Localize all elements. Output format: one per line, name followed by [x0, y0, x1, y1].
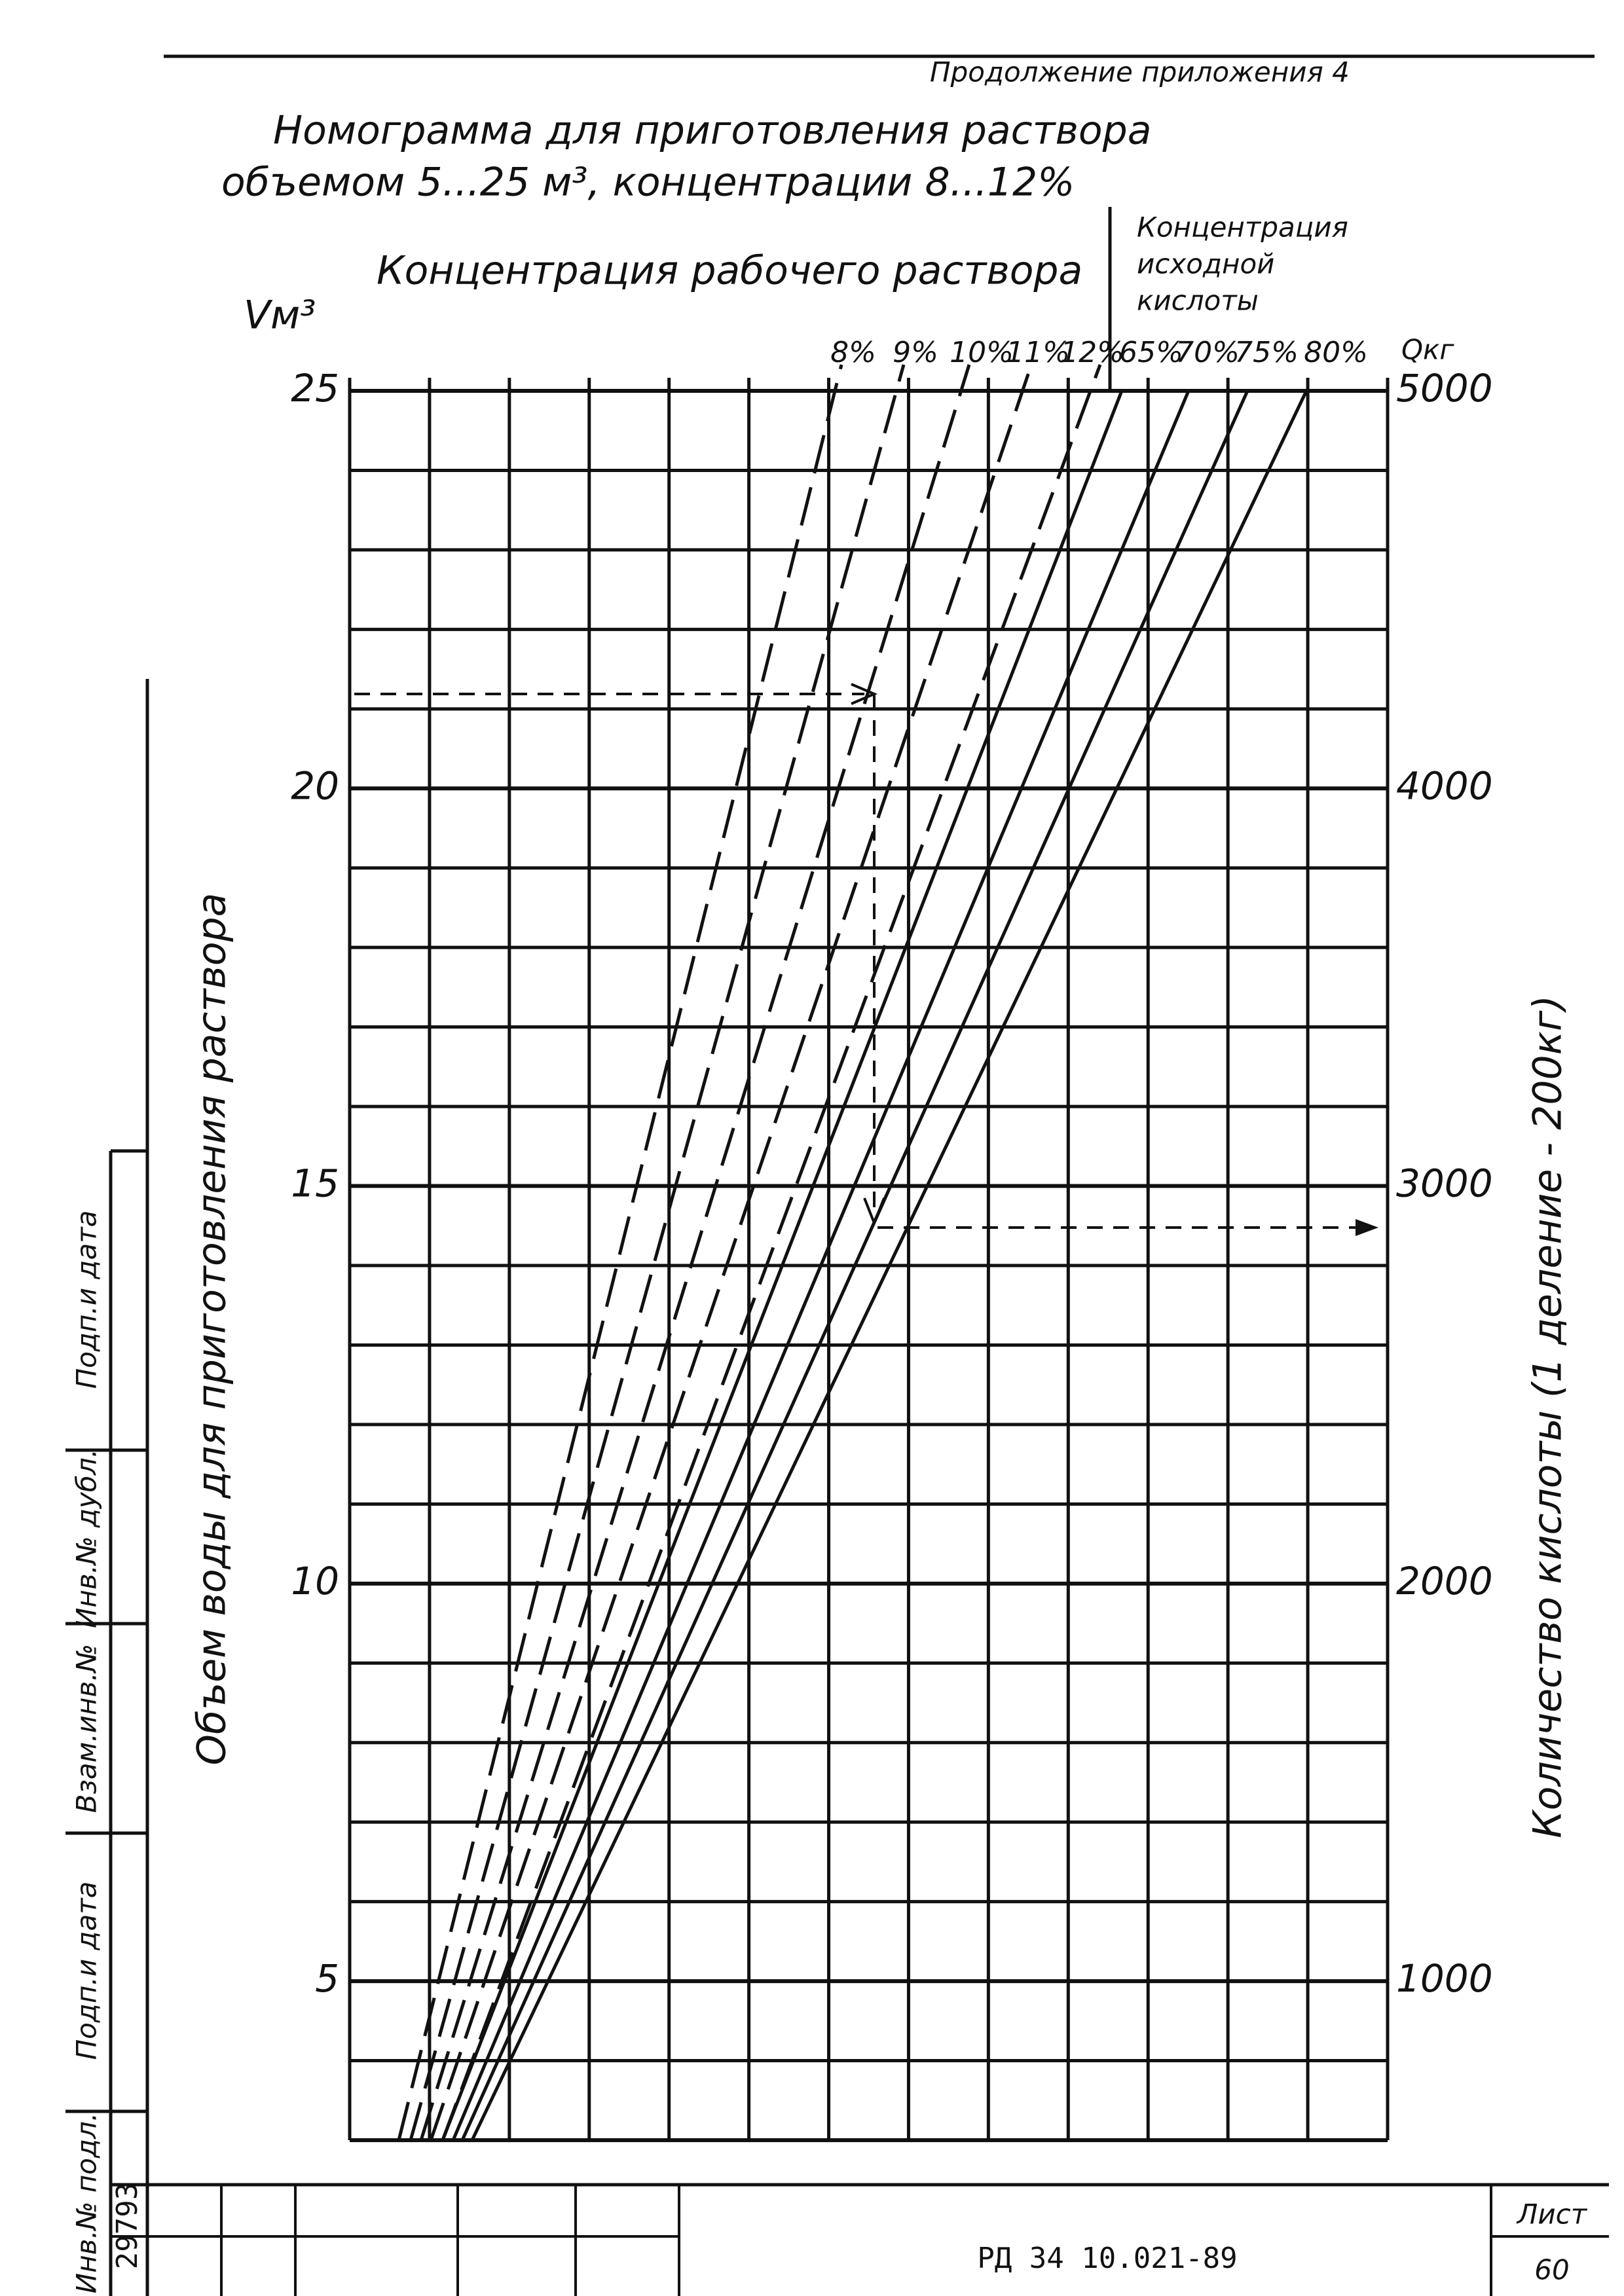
left-tick-label: 10	[291, 1559, 339, 1603]
right-axis-label: Количество кислоты (1 деление - 200кг)	[1525, 995, 1571, 1838]
working-concentration-value: 10%	[950, 336, 1014, 369]
source-concentration-line	[470, 390, 1308, 2141]
right-tick-label: 3000	[1396, 1161, 1493, 1206]
right-tick-label: 2000	[1396, 1559, 1493, 1603]
stamp-cell: Взам.инв.№	[71, 1644, 103, 1813]
working-concentration-line	[441, 364, 1102, 2141]
source-concentration-line	[441, 390, 1124, 2141]
source-concentration-line	[451, 390, 1190, 2141]
example-arrow	[851, 683, 878, 705]
source-concentration-value: 80%	[1304, 336, 1368, 369]
stamp-frame	[65, 679, 149, 2296]
working-concentration-line	[409, 364, 906, 2141]
right-tick-label: 5000	[1396, 366, 1493, 410]
working-concentration-line	[397, 364, 843, 2141]
working-concentration-value: 12%	[1060, 336, 1124, 369]
working-concentration-value: 8%	[830, 336, 876, 369]
working-concentration-value: 11%	[1006, 336, 1070, 369]
left-axis-symbol: Vм³	[244, 293, 316, 338]
source-concentration-label: исходной	[1137, 248, 1274, 280]
left-tick-label: 15	[291, 1161, 339, 1206]
source-concentration-label: кислоты	[1137, 285, 1259, 317]
working-concentration-label: Концентрация рабочего раствора	[377, 248, 1082, 294]
stamp-cell: Подп.и дата	[71, 1882, 103, 2060]
left-axis-label: Объем воды для приготовления раствора	[189, 893, 235, 1766]
header-note: Продолжение приложения 4	[930, 56, 1350, 88]
title-line: объемом 5...25 м³, концентрации 8...12%	[221, 160, 1075, 206]
right-tick-label: 1000	[1396, 1956, 1493, 2001]
stamp-number: 29793	[111, 2183, 144, 2269]
example-arrow	[863, 1197, 885, 1227]
footer-cells	[220, 2185, 1492, 2296]
source-concentration-value: 65%	[1119, 336, 1183, 369]
sheet-label: Лист	[1516, 2198, 1588, 2231]
sheet-number: 60	[1534, 2254, 1569, 2286]
source-concentration-value: 75%	[1234, 336, 1299, 369]
stamp-cell: Подп.и дата	[71, 1211, 103, 1389]
source-concentration-label: Концентрация	[1137, 211, 1348, 244]
left-tick-label: 20	[291, 763, 339, 808]
example-arrow	[1356, 1219, 1378, 1236]
source-concentration-line	[460, 390, 1249, 2141]
document-code: РД 34 10.021-89	[977, 2242, 1237, 2275]
right-axis-symbol: Qкг	[1401, 334, 1454, 366]
stamp-cell: Инв.№ дубл.	[71, 1449, 103, 1628]
left-tick-label: 5	[315, 1956, 339, 2001]
working-concentration-line	[429, 364, 1033, 2141]
working-concentration-value: 9%	[893, 336, 938, 369]
title-line: Номограмма для приготовления раствора	[273, 108, 1151, 154]
stamp-cell: Инв.№ подл.	[71, 2113, 103, 2293]
source-concentration-value: 70%	[1175, 336, 1240, 369]
left-tick-label: 25	[291, 366, 339, 410]
right-tick-label: 4000	[1396, 763, 1493, 808]
working-concentration-line	[419, 364, 971, 2141]
